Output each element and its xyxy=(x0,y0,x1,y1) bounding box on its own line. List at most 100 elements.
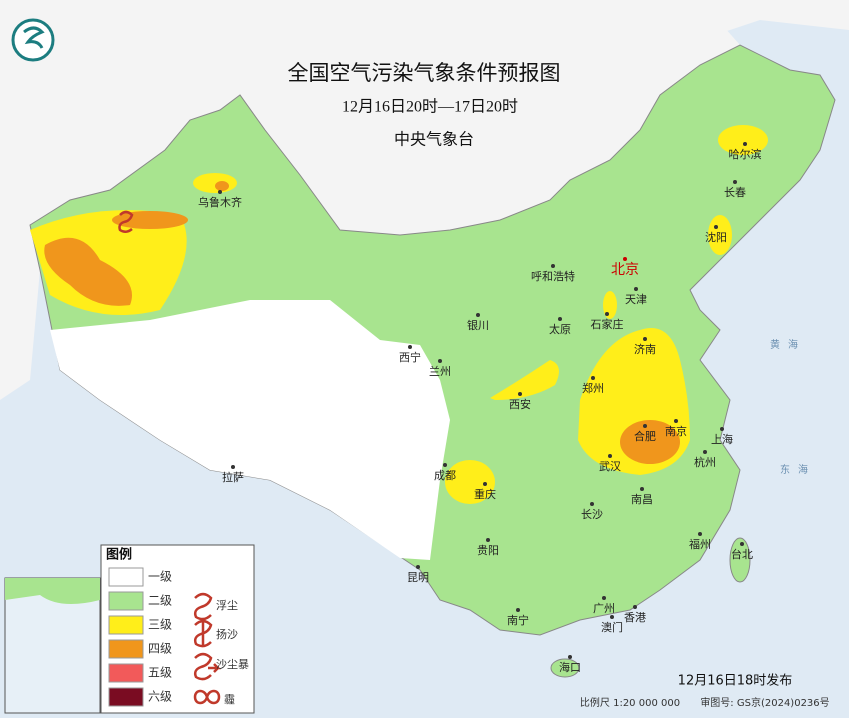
city-dot xyxy=(591,376,595,380)
agency: 中央气象台 xyxy=(394,130,474,149)
city-label: 福州 xyxy=(689,537,711,551)
zone-level-1 xyxy=(50,300,450,560)
sea-label: 东海 xyxy=(780,463,816,476)
city-label: 乌鲁木齐 xyxy=(198,195,242,209)
zone-level-3 xyxy=(708,215,732,255)
city-label: 贵阳 xyxy=(477,544,499,557)
city-label: 南昌 xyxy=(631,493,653,506)
city-label: 太原 xyxy=(549,323,571,336)
legend-weather: 浮尘 xyxy=(216,599,238,612)
city-label: 北京 xyxy=(611,262,639,278)
city-dot xyxy=(640,487,644,491)
zone-level-3 xyxy=(718,125,768,155)
logo xyxy=(11,18,55,62)
city-dot xyxy=(643,424,647,428)
city-label: 长春 xyxy=(724,186,746,199)
city-dot xyxy=(720,427,724,431)
city-dot xyxy=(518,392,522,396)
city-dot xyxy=(438,359,442,363)
city-dot xyxy=(608,454,612,458)
hainan xyxy=(550,658,580,678)
city-dot xyxy=(743,142,747,146)
city-dot xyxy=(516,608,520,612)
city-dot xyxy=(558,317,562,321)
zone-level-3 xyxy=(603,291,617,319)
zone-level-3 xyxy=(30,210,187,315)
city-label: 天津 xyxy=(625,293,647,306)
city-label: 澳门 xyxy=(601,620,623,634)
weather-symbol xyxy=(193,592,213,621)
legend-weather: 霾 xyxy=(224,693,235,706)
city-label: 西宁 xyxy=(399,350,421,364)
legend-weather: 扬沙 xyxy=(216,627,238,641)
city-dot xyxy=(231,465,235,469)
legend-swatch xyxy=(108,591,144,611)
city-label: 拉萨 xyxy=(222,470,244,484)
city-label: 银川 xyxy=(467,318,489,332)
city-label: 成都 xyxy=(434,469,456,482)
city-dot xyxy=(610,615,614,619)
city-label: 杭州 xyxy=(694,455,716,469)
legend-level: 五级 xyxy=(148,666,172,680)
city-dot xyxy=(483,482,487,486)
legend-weather: 沙尘暴 xyxy=(216,658,249,671)
city-label: 西安 xyxy=(509,397,531,411)
city-dot xyxy=(486,538,490,542)
zone-level-4 xyxy=(44,237,132,306)
south-sea-inset xyxy=(4,577,101,714)
city-dot xyxy=(443,463,447,467)
city-dot xyxy=(218,190,222,194)
city-label: 香港 xyxy=(624,611,646,624)
city-label: 海口 xyxy=(559,660,581,674)
city-dot xyxy=(703,450,707,454)
map-title: 全国空气污染气象条件预报图 xyxy=(288,61,561,85)
city-label: 武汉 xyxy=(599,460,621,473)
legend-level: 四级 xyxy=(148,642,172,656)
city-label: 长沙 xyxy=(581,508,603,521)
taiwan xyxy=(729,537,751,583)
city-dot xyxy=(634,287,638,291)
city-label: 合肥 xyxy=(634,429,656,443)
legend-level: 二级 xyxy=(148,594,172,608)
city-dot xyxy=(476,313,480,317)
city-label: 台北 xyxy=(731,547,753,561)
approval-number: 审图号: GS京(2024)0236号 xyxy=(700,696,829,709)
city-dot xyxy=(733,180,737,184)
dust-symbol xyxy=(118,210,134,233)
city-dot xyxy=(408,345,412,349)
city-dot xyxy=(698,532,702,536)
legend-swatch xyxy=(108,687,144,707)
scale: 比例尺 1:20 000 000 xyxy=(580,696,680,709)
city-dot xyxy=(643,337,647,341)
city-label: 郑州 xyxy=(582,381,604,395)
city-label: 哈尔滨 xyxy=(729,147,762,161)
city-label: 济南 xyxy=(634,342,656,356)
weather-symbol xyxy=(193,652,222,681)
city-dot xyxy=(602,596,606,600)
city-label: 南宁 xyxy=(507,613,529,627)
city-dot xyxy=(568,655,572,659)
city-label: 呼和浩特 xyxy=(531,269,575,283)
zone-level-3 xyxy=(445,460,495,504)
legend-swatch xyxy=(108,639,144,659)
city-dot xyxy=(633,605,637,609)
legend-level: 三级 xyxy=(148,618,172,632)
city-label: 南京 xyxy=(665,424,687,438)
city-dot xyxy=(674,419,678,423)
zone-level-4 xyxy=(215,181,229,191)
legend-swatch xyxy=(108,663,144,683)
city-label: 兰州 xyxy=(429,365,451,378)
city-label: 石家庄 xyxy=(591,317,624,331)
city-label: 广州 xyxy=(593,602,615,615)
city-label: 沈阳 xyxy=(705,230,727,244)
weather-symbol xyxy=(193,689,221,705)
legend-level: 六级 xyxy=(148,690,172,704)
city-dot xyxy=(605,312,609,316)
issued-time: 12月16日18时发布 xyxy=(678,673,793,689)
logo-mark xyxy=(23,26,45,49)
city-label: 昆明 xyxy=(407,571,429,584)
map-subtitle: 12月16日20时—17日20时 xyxy=(342,98,518,116)
city-dot xyxy=(551,264,555,268)
